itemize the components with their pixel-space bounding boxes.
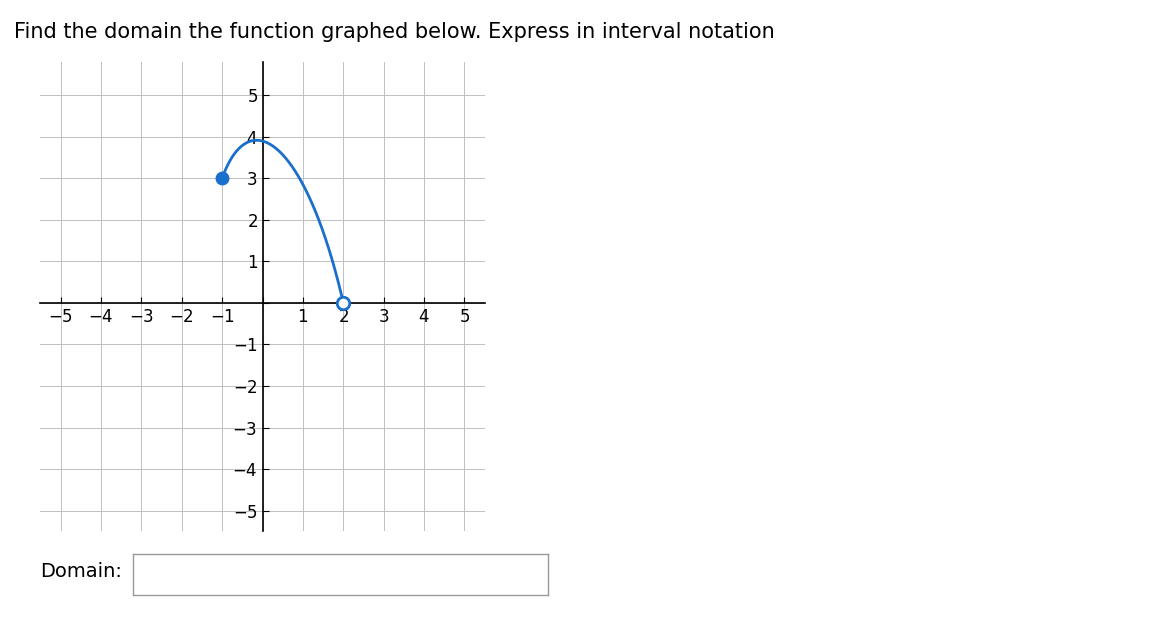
Text: Find the domain the function graphed below. Express in interval notation: Find the domain the function graphed bel… [14,22,774,41]
Text: Domain:: Domain: [40,562,122,581]
